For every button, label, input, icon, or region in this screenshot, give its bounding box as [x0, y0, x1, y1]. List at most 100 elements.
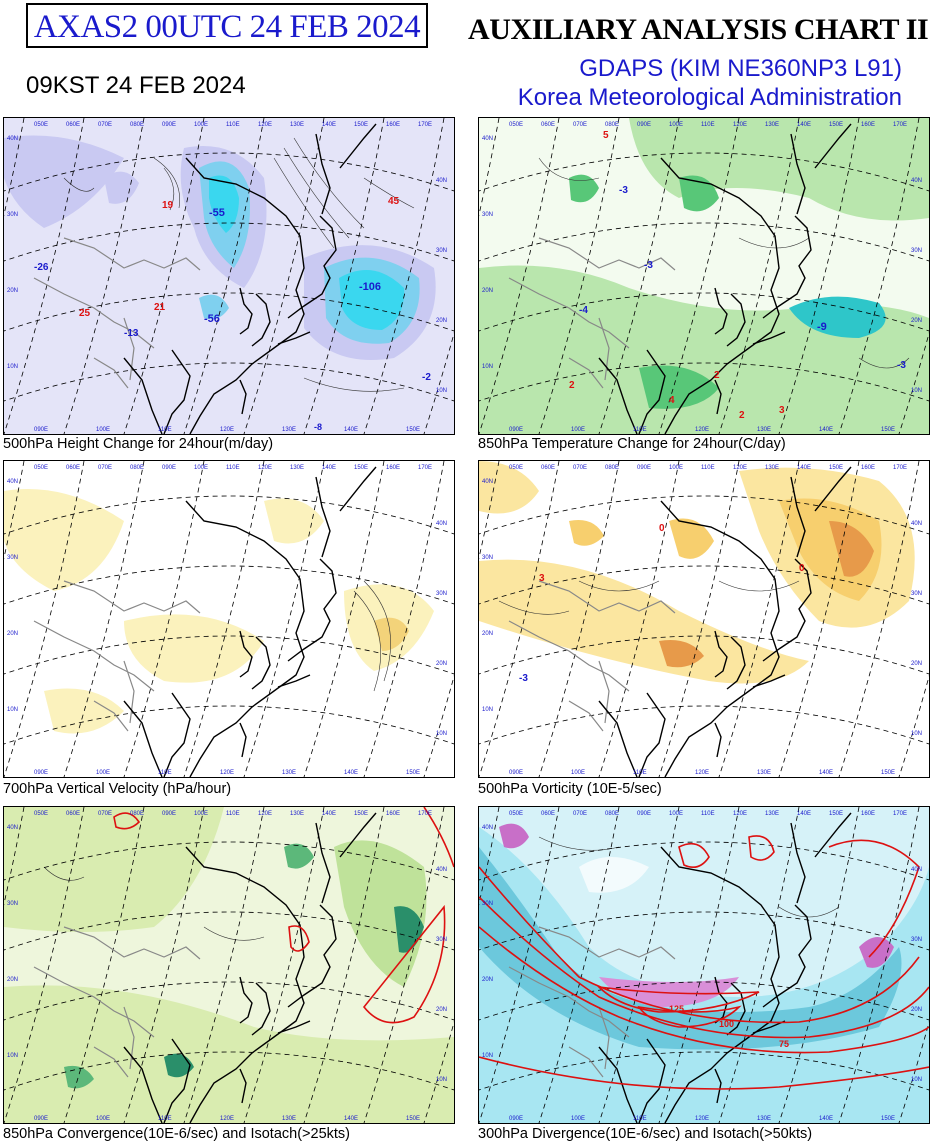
- meridian-line: [598, 118, 680, 434]
- map-svg: 050E 060E 070E 080E 090E 100E 110E 120E 130E 140E…: [479, 118, 929, 434]
- local-time: 09KST 24 FEB 2024: [26, 72, 246, 99]
- longitude-label: 120E: [733, 811, 747, 817]
- contour-value-label: -26: [34, 262, 49, 273]
- longitude-label: 120E: [695, 1116, 709, 1122]
- contour-line: [858, 357, 910, 369]
- country-borders: [33, 237, 201, 389]
- latitude-label: 30N: [482, 901, 493, 907]
- longitude-label: 070E: [98, 122, 112, 128]
- coastline-segment: [598, 700, 638, 777]
- latitude-label: 40N: [7, 136, 18, 142]
- coastline-segment: [277, 331, 311, 345]
- longitude-label: 130E: [765, 122, 779, 128]
- longitude-label: 140E: [819, 1116, 833, 1122]
- longitude-label: 150E: [354, 122, 368, 128]
- longitude-label: 170E: [418, 122, 432, 128]
- longitude-label: 110E: [701, 465, 715, 471]
- coastline-segment: [163, 349, 191, 434]
- latitude-label: 20N: [911, 318, 922, 324]
- coastline-segment: [598, 357, 638, 434]
- coastline-segment: [762, 558, 812, 662]
- longitude-label: 050E: [509, 811, 523, 817]
- map-svg: 050E 060E 070E 080E 090E 100E 110E 120E 130E 140E…: [4, 461, 454, 777]
- contour-value-label: -4: [579, 305, 588, 316]
- coastline-segment: [277, 674, 311, 688]
- meridian-line: [123, 807, 205, 1123]
- contour-line: [303, 377, 405, 392]
- map-svg: 050E 060E 070E 080E 090E 100E 110E 120E 130E 140E…: [4, 118, 454, 434]
- product-code: AXAS2 00UTC 24 FEB 2024: [33, 9, 421, 45]
- longitude-label: 140E: [797, 811, 811, 817]
- longitude-label: 160E: [861, 465, 875, 471]
- value-labels: 125 100 75: [669, 1004, 789, 1049]
- longitude-label: 090E: [637, 122, 651, 128]
- meridian-line: [538, 118, 620, 434]
- meridian-line: [778, 807, 860, 1123]
- longitude-label: 090E: [34, 770, 48, 776]
- longitude-label: 150E: [406, 1116, 420, 1122]
- isotach-line: [423, 807, 454, 868]
- isotach-lines: [479, 835, 929, 1090]
- contour-value-label: 0: [659, 523, 665, 534]
- panel-700hpa-vertical-velocity: 050E 060E 070E 080E 090E 100E 110E 120E 130E 140E…: [3, 460, 455, 778]
- chart-title: AUXILIARY ANALYSIS CHART II: [468, 13, 929, 46]
- latitude-label: 10N: [436, 1077, 447, 1083]
- shaded-region: [339, 270, 405, 330]
- latitude-label: 10N: [482, 1053, 493, 1059]
- shaded-region: [629, 118, 929, 221]
- border-line: [63, 237, 201, 271]
- coastline: [123, 466, 377, 777]
- longitude-label: 140E: [322, 465, 336, 471]
- contour-value-label: 2: [739, 410, 745, 421]
- latitude-label: 20N: [911, 661, 922, 667]
- shaded-region: [104, 171, 139, 204]
- longitude-label: 100E: [669, 811, 683, 817]
- latitude-label: 30N: [911, 248, 922, 254]
- contour-value-label: 25: [79, 308, 91, 319]
- coastline-segment: [287, 558, 337, 662]
- coastline-segment: [752, 331, 786, 345]
- latitude-label: 40N: [911, 867, 922, 873]
- longitude-label: 150E: [881, 427, 895, 433]
- longitude-label: 140E: [797, 465, 811, 471]
- longitude-label: 060E: [66, 465, 80, 471]
- meridian-line: [123, 118, 205, 434]
- coastline-segment: [790, 822, 806, 904]
- longitude-label: 050E: [34, 465, 48, 471]
- shaded-region: [4, 807, 224, 932]
- contour-value-label: 100: [719, 1019, 734, 1029]
- panel-850hpa-convergence-isotach: 050E 060E 070E 080E 090E 100E 110E 120E 130E 140E…: [3, 806, 455, 1124]
- longitude-label: 100E: [194, 122, 208, 128]
- shaded-region: [789, 296, 886, 338]
- longitude-label: 110E: [226, 811, 240, 817]
- longitude-label: 140E: [797, 122, 811, 128]
- latitude-label: 10N: [482, 707, 493, 713]
- contour-line: [578, 580, 660, 592]
- longitude-label: 050E: [509, 122, 523, 128]
- meridian-line: [183, 807, 265, 1123]
- longitude-label: 100E: [669, 122, 683, 128]
- meridian-line: [4, 461, 85, 777]
- shaded-region: [4, 489, 124, 591]
- caption-300hpa-divergence-isotach: 300hPa Divergence(10E-6/sec) and Isotach…: [478, 1126, 813, 1142]
- latitude-label: 10N: [911, 731, 922, 737]
- meridian-line: [658, 461, 740, 777]
- shaded-field: [4, 118, 454, 434]
- isotach-line: [479, 896, 929, 1039]
- longitude-label: 110E: [701, 811, 715, 817]
- longitude-label: 110E: [158, 1116, 172, 1122]
- longitude-label: 160E: [386, 811, 400, 817]
- contour-value-label: -2: [422, 372, 431, 383]
- longitude-label: 100E: [194, 465, 208, 471]
- longitude-label: 170E: [418, 811, 432, 817]
- latitude-label: 40N: [7, 825, 18, 831]
- coastline: [598, 812, 852, 1123]
- meridian-line: [303, 461, 385, 777]
- latitude-label: 40N: [482, 825, 493, 831]
- coastline-segment: [726, 293, 746, 347]
- contour-value-label: 19: [162, 200, 174, 211]
- longitude-label: 100E: [96, 1116, 110, 1122]
- contour-line: [498, 600, 570, 615]
- coastline-segment: [714, 722, 722, 758]
- panel-300hpa-divergence-isotach: 050E 060E 070E 080E 090E 100E 110E 120E 130E 140E…: [478, 806, 930, 1124]
